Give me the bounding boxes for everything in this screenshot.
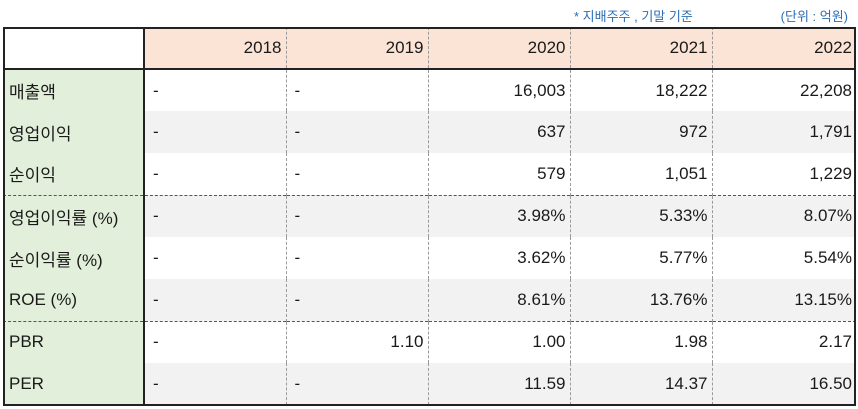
- value-cell: 18,222: [569, 69, 712, 111]
- value-cell: -: [153, 163, 159, 183]
- year-header: 2021: [569, 27, 712, 70]
- row-label: 영업이익: [3, 111, 145, 153]
- value-cell: 8.61%: [427, 279, 570, 321]
- table-row: 영업이익률 (%) - - 3.98% 5.33% 8.07%: [3, 194, 856, 237]
- unit-note: (단위 : 억원): [780, 9, 848, 24]
- value-cell: 16.50: [711, 363, 856, 405]
- basis-note: * 지배주주 , 기말 기준: [574, 9, 693, 24]
- value-cell: 1,051: [569, 153, 712, 195]
- value-cell: -: [285, 153, 428, 195]
- value-cell: -: [144, 363, 286, 405]
- value-cell: -: [153, 80, 159, 100]
- year-header: 2019: [285, 27, 428, 70]
- value-cell: -: [153, 248, 159, 267]
- value-cell: 5.54%: [711, 237, 856, 279]
- year-header: 2020: [427, 27, 570, 70]
- value-cell: 22,208: [711, 69, 856, 111]
- value-cell: 13.15%: [711, 279, 856, 321]
- value-cell: 5.77%: [569, 237, 712, 279]
- row-label: 영업이익률 (%): [3, 194, 145, 237]
- value-cell: 579: [427, 153, 570, 195]
- table-row: 순이익률 (%) - - 3.62% 5.77% 5.54%: [3, 237, 856, 279]
- value-cell: -: [285, 111, 428, 153]
- table-row: PER - - 11.59 14.37 16.50: [3, 363, 856, 405]
- value-cell: 1.00: [427, 320, 570, 363]
- value-cell: -: [144, 111, 286, 153]
- value-cell: 2.17: [711, 320, 856, 363]
- value-cell: 3.62%: [427, 237, 570, 279]
- value-cell: 14.37: [569, 363, 712, 405]
- value-cell: 1,791: [711, 111, 856, 153]
- year-header: 2018: [144, 27, 286, 70]
- table-row: 순이익 - - 579 1,051 1,229: [3, 153, 856, 195]
- header-row: 2018 2019 2020 2021 2022: [3, 27, 856, 70]
- value-cell: 972: [569, 111, 712, 153]
- year-header: 2022: [711, 27, 856, 70]
- value-cell: -: [285, 363, 428, 405]
- value-cell: 637: [427, 111, 570, 153]
- value-cell: 5.33%: [569, 194, 712, 237]
- row-label: PER: [3, 363, 145, 405]
- row-label: 순이익률 (%): [3, 237, 145, 279]
- value-cell: 3.98%: [427, 194, 570, 237]
- value-cell: -: [144, 320, 286, 363]
- table-row: ROE (%) - - 8.61% 13.76% 13.15%: [3, 279, 856, 321]
- table-notes: * 지배주주 , 기말 기준 (단위 : 억원): [0, 4, 858, 24]
- value-cell: 11.59: [427, 363, 570, 405]
- corner-cell: [3, 27, 145, 70]
- value-cell: 16,003: [427, 69, 570, 111]
- table-row: 매출액 - - 16,003 18,222 22,208: [3, 69, 856, 111]
- value-cell: 8.07%: [711, 194, 856, 237]
- value-cell: 1.10: [285, 320, 428, 363]
- value-cell: -: [144, 279, 286, 321]
- value-cell: 1,229: [711, 153, 856, 195]
- financial-table: 2018 2019 2020 2021 2022 매출액 - - 16,003 …: [3, 27, 856, 405]
- value-cell: 1.98: [569, 320, 712, 363]
- row-label: PBR: [3, 320, 145, 363]
- value-cell: -: [285, 279, 428, 321]
- table-row: PBR - 1.10 1.00 1.98 2.17: [3, 320, 856, 363]
- value-cell: -: [144, 194, 286, 237]
- value-cell: -: [285, 194, 428, 237]
- value-cell: 13.76%: [569, 279, 712, 321]
- row-label: 매출액: [3, 69, 145, 111]
- row-label: 순이익: [3, 153, 145, 195]
- value-cell: -: [285, 69, 428, 111]
- table-row: 영업이익 - - 637 972 1,791: [3, 111, 856, 153]
- row-label: ROE (%): [3, 279, 145, 321]
- value-cell: -: [285, 237, 428, 279]
